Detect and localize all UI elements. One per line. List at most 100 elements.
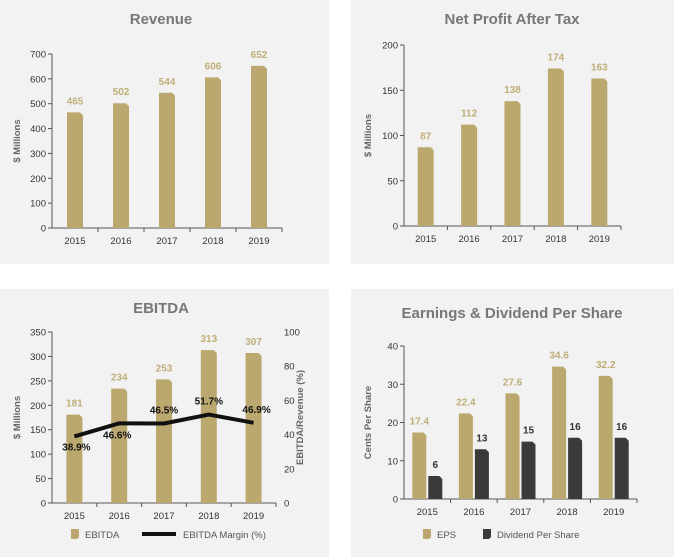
y-tick-label: 500 bbox=[30, 99, 46, 110]
eps-bar bbox=[505, 393, 520, 499]
ebitda-bar bbox=[156, 379, 172, 503]
y-tick-label: 400 bbox=[30, 124, 46, 135]
dps-bar bbox=[521, 441, 536, 499]
x-tick-label: 2019 bbox=[243, 511, 264, 522]
eps-bar bbox=[412, 432, 427, 499]
y-tick-label: 0 bbox=[393, 222, 398, 233]
ebitda-data-label: 307 bbox=[245, 337, 262, 348]
ebitda-chart-panel: EBITDA 0 50 100 150 200 250 300 350 $ Millions 201… bbox=[0, 289, 329, 557]
dps-bar bbox=[614, 437, 629, 499]
y-axis-title: $ Millions bbox=[363, 114, 374, 157]
eps-bar bbox=[458, 413, 473, 499]
y2-axis-title: EBITDA/Revenue (%) bbox=[295, 370, 306, 465]
npat-data-label: 112 bbox=[461, 109, 478, 120]
y2-tick-label: 20 bbox=[284, 464, 295, 475]
x-tick-label: 2017 bbox=[156, 236, 177, 247]
revenue-bar bbox=[205, 77, 221, 228]
y-tick-label: 100 bbox=[382, 131, 398, 142]
x-tick-label: 2019 bbox=[589, 234, 610, 245]
eps-data-label: 32.2 bbox=[596, 360, 616, 371]
y-tick-label: 600 bbox=[30, 74, 46, 85]
dps-data-label: 16 bbox=[616, 422, 628, 433]
chart-title: Net Profit After Tax bbox=[444, 11, 580, 28]
y2-tick-label: 40 bbox=[284, 430, 295, 441]
y-axis-title: $ Millions bbox=[12, 119, 23, 162]
npat-bar bbox=[461, 124, 478, 226]
npat-chart-panel: Net Profit After Tax 0 50 100 150 200 $ Millio… bbox=[351, 0, 674, 264]
ebitda-bar bbox=[111, 388, 128, 503]
ebitda-bar bbox=[200, 350, 217, 503]
y-tick-label: 100 bbox=[30, 450, 46, 461]
revenue-bar bbox=[159, 92, 175, 228]
y-tick-label: 200 bbox=[30, 174, 46, 185]
npat-bar bbox=[417, 147, 434, 226]
ebitda-margin-label: 51.7% bbox=[195, 397, 223, 408]
eps-bar bbox=[598, 375, 613, 499]
eps-bar bbox=[552, 366, 567, 499]
y-tick-label: 50 bbox=[35, 474, 46, 485]
x-tick-label: 2015 bbox=[417, 507, 438, 518]
ebitda-data-label: 234 bbox=[111, 373, 128, 384]
dps-data-label: 13 bbox=[476, 433, 488, 444]
ebitda-margin-label: 38.9% bbox=[62, 442, 90, 453]
y-axis-title: $ Millions bbox=[12, 396, 23, 439]
y-tick-label: 100 bbox=[30, 199, 46, 210]
y-tick-label: 300 bbox=[30, 149, 46, 160]
y-tick-label: 250 bbox=[30, 376, 46, 387]
ebitda-margin-label: 46.6% bbox=[103, 430, 131, 441]
x-tick-label: 2018 bbox=[202, 236, 223, 247]
revenue-chart-panel: Revenue 0 100 200 300 400 500 600 700 $ Millions 2… bbox=[0, 0, 329, 264]
y-tick-label: 700 bbox=[30, 50, 46, 61]
y-tick-label: 200 bbox=[382, 41, 398, 52]
legend-label-ebitda: EBITDA bbox=[85, 530, 120, 541]
y-tick-label: 0 bbox=[393, 495, 398, 506]
y2-tick-label: 60 bbox=[284, 396, 295, 407]
revenue-data-label: 465 bbox=[67, 96, 84, 107]
x-tick-label: 2016 bbox=[463, 507, 484, 518]
x-tick-label: 2015 bbox=[64, 236, 85, 247]
x-tick-label: 2019 bbox=[248, 236, 269, 247]
y-tick-label: 50 bbox=[387, 176, 398, 187]
npat-data-label: 138 bbox=[504, 85, 521, 96]
x-tick-label: 2018 bbox=[198, 511, 219, 522]
x-tick-label: 2017 bbox=[510, 507, 531, 518]
eps-chart-panel: Earnings & Dividend Per Share 0 10 20 30 40 Ce… bbox=[351, 289, 674, 557]
npat-chart: Net Profit After Tax 0 50 100 150 200 $ Millio… bbox=[363, 11, 622, 245]
npat-data-label: 163 bbox=[591, 62, 608, 73]
dps-data-label: 15 bbox=[523, 426, 535, 437]
revenue-bar bbox=[67, 112, 83, 228]
revenue-data-label: 652 bbox=[251, 50, 268, 61]
revenue-bar bbox=[113, 103, 129, 228]
ebitda-margin-line bbox=[73, 412, 254, 439]
x-tick-label: 2015 bbox=[415, 234, 436, 245]
y2-tick-label: 80 bbox=[284, 362, 295, 373]
x-tick-label: 2018 bbox=[557, 507, 578, 518]
y-tick-label: 300 bbox=[30, 352, 46, 363]
revenue-data-label: 606 bbox=[205, 61, 222, 72]
y-tick-label: 0 bbox=[41, 224, 46, 235]
eps-data-label: 22.4 bbox=[456, 397, 476, 408]
y-tick-label: 30 bbox=[387, 380, 398, 391]
legend-swatch-eps bbox=[423, 529, 431, 539]
ebitda-bar bbox=[245, 353, 262, 503]
dps-data-label: 6 bbox=[433, 460, 439, 471]
npat-bar bbox=[591, 78, 608, 226]
dps-data-label: 16 bbox=[570, 422, 582, 433]
legend-label-margin: EBITDA Margin (%) bbox=[183, 530, 266, 541]
legend-label-dps: Dividend Per Share bbox=[497, 530, 579, 541]
x-tick-label: 2017 bbox=[153, 511, 174, 522]
eps-chart: Earnings & Dividend Per Share 0 10 20 30 40 Ce… bbox=[363, 305, 638, 541]
x-tick-label: 2016 bbox=[459, 234, 480, 245]
y-tick-label: 350 bbox=[30, 328, 46, 339]
legend-swatch-ebitda bbox=[71, 529, 79, 539]
chart-title: Revenue bbox=[130, 11, 193, 28]
dps-bar bbox=[474, 449, 489, 499]
ebitda-margin-label: 46.9% bbox=[242, 405, 270, 416]
x-tick-label: 2016 bbox=[110, 236, 131, 247]
ebitda-data-label: 253 bbox=[156, 363, 173, 374]
chart-title: Earnings & Dividend Per Share bbox=[402, 305, 623, 322]
x-tick-label: 2016 bbox=[109, 511, 130, 522]
x-tick-label: 2019 bbox=[603, 507, 624, 518]
ebitda-bar bbox=[66, 414, 83, 503]
revenue-bar bbox=[251, 65, 267, 228]
